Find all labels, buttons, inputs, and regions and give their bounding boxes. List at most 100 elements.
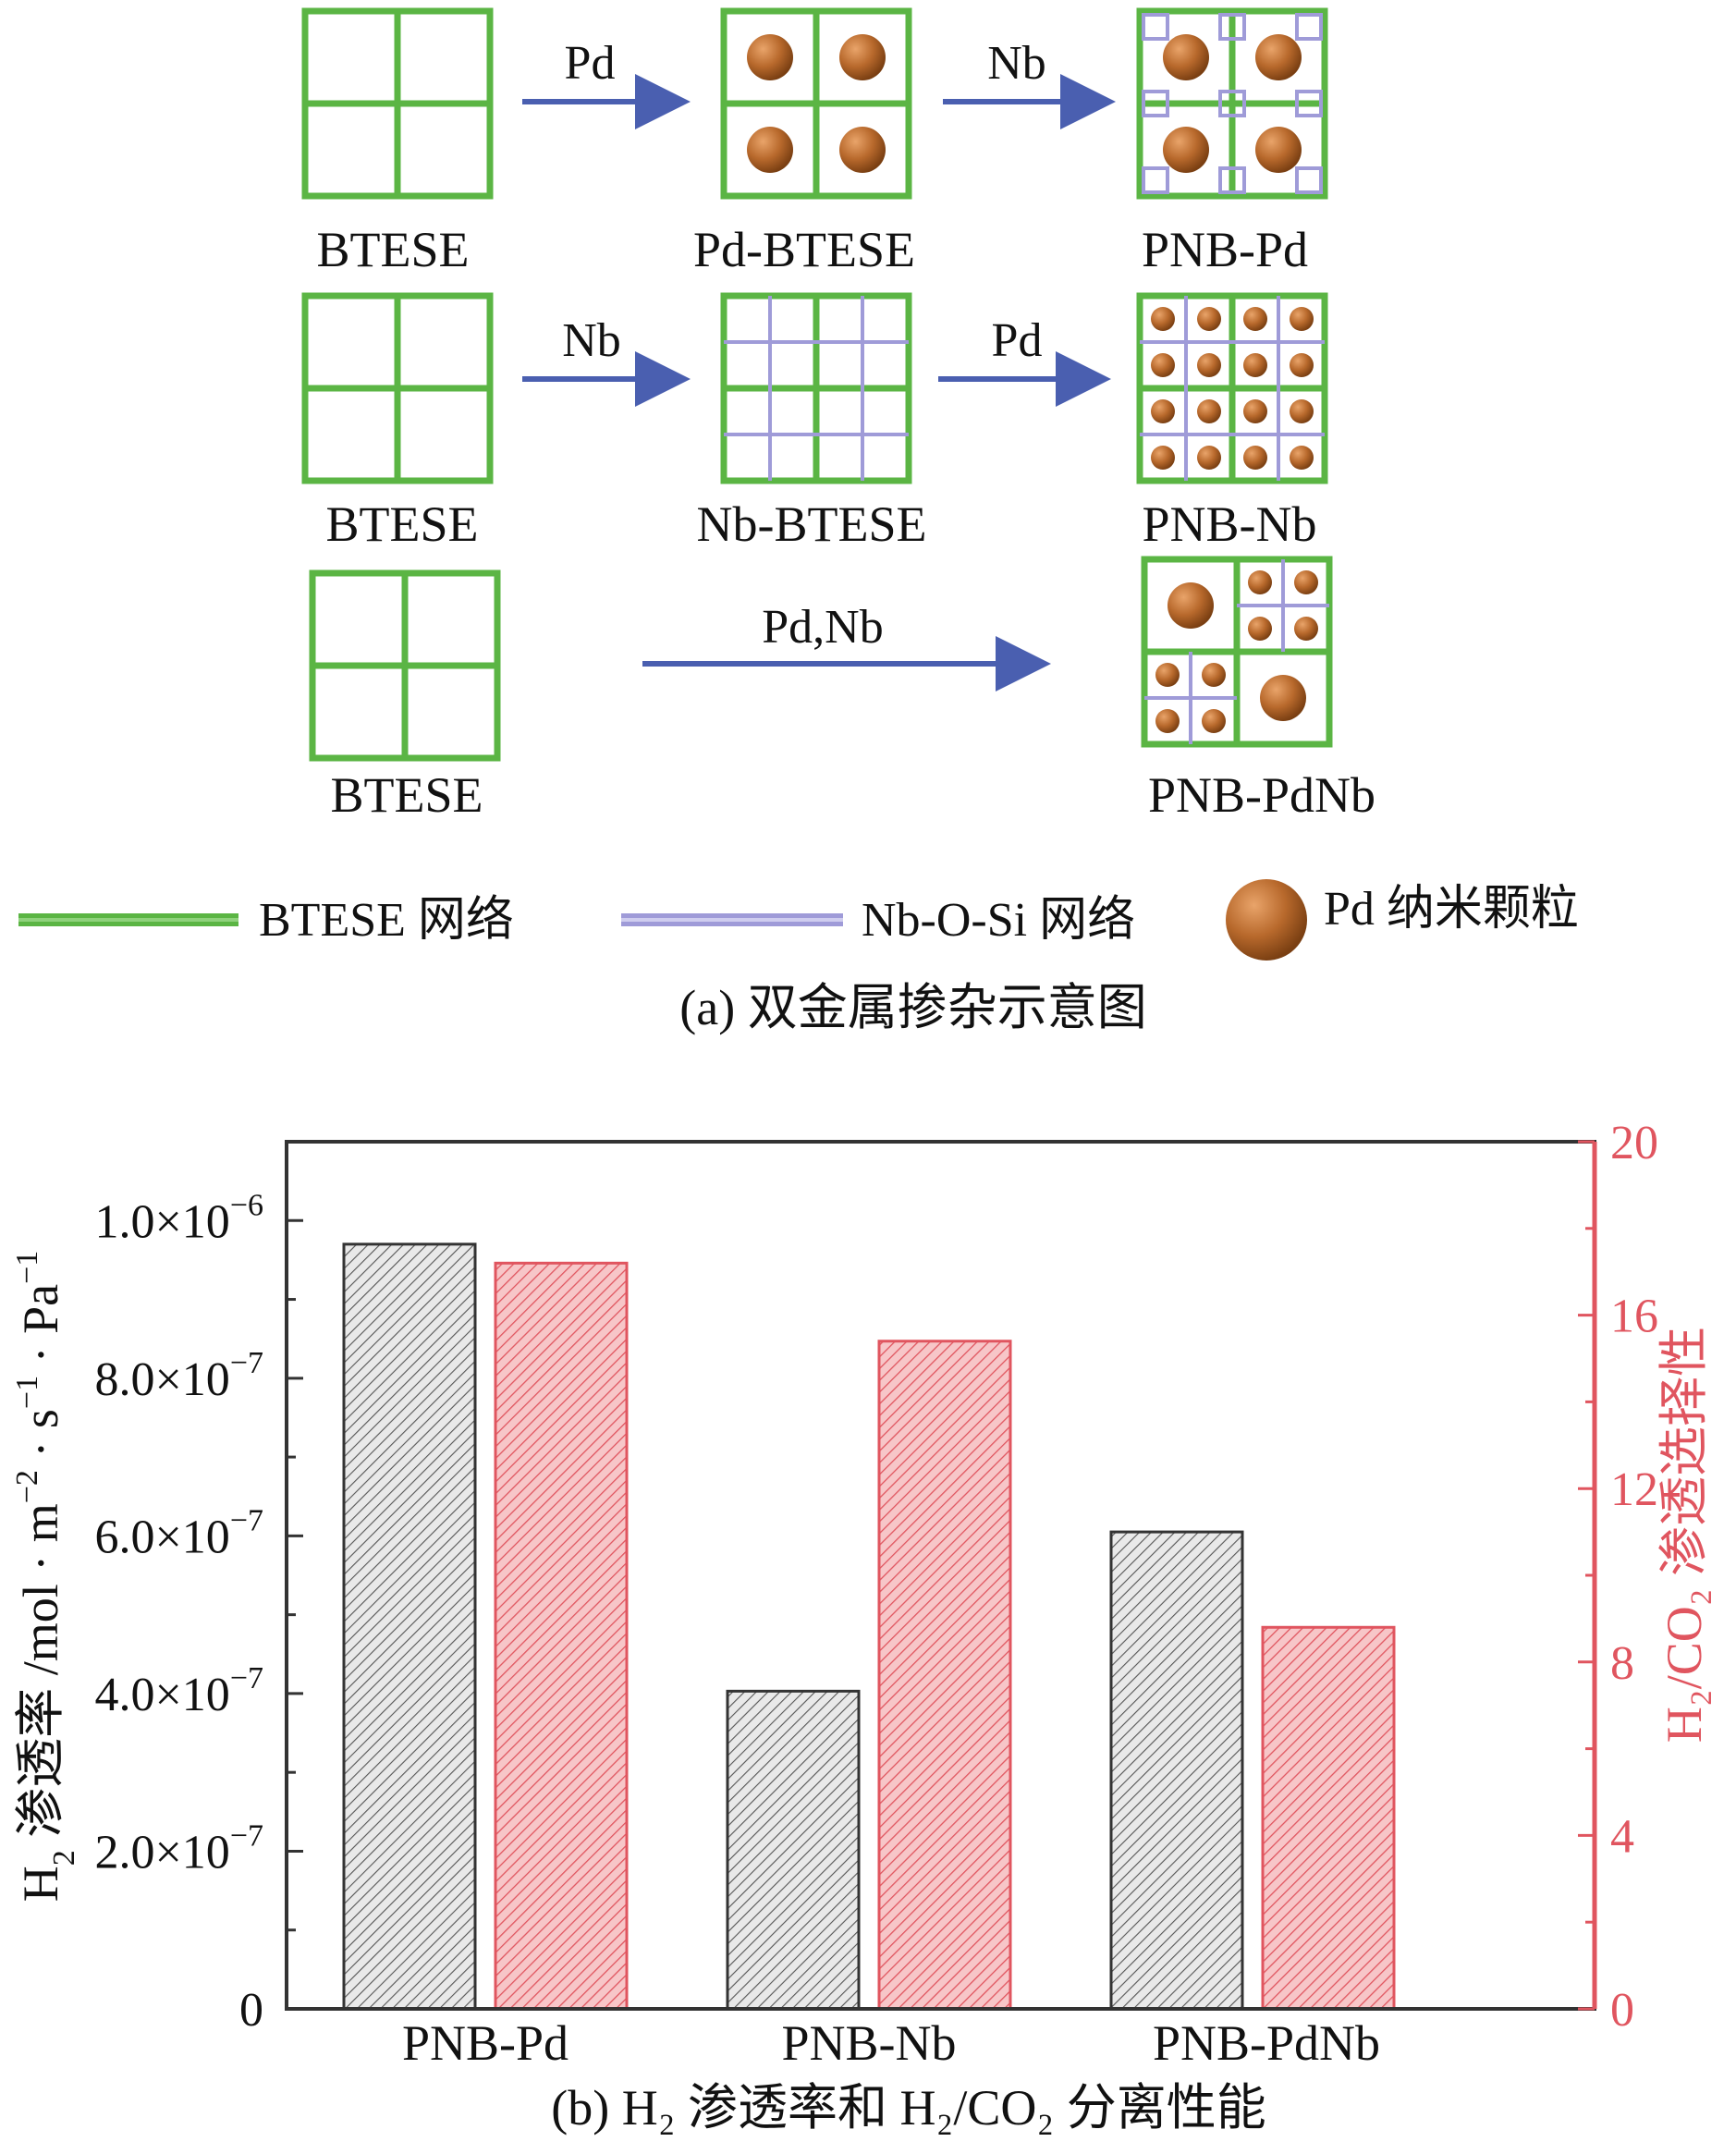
legend-pd-icon	[1226, 879, 1307, 961]
pd-particle	[1155, 663, 1180, 687]
pd-particle	[839, 34, 886, 80]
grid-btese-row3	[309, 569, 501, 762]
schematic-legend: BTESE 网络 Nb-O-Si 网络 Pd 纳米颗粒	[18, 879, 1579, 961]
pd-particle	[1248, 617, 1272, 641]
left-tick-label: 4.0×10−7	[94, 1661, 263, 1721]
grid-pd-btese	[720, 7, 912, 200]
x-tick-label: PNB-Nb	[781, 2015, 956, 2071]
x-tick-label: PNB-Pd	[402, 2015, 568, 2071]
grid-pnb-pd	[1136, 7, 1328, 200]
pd-particle	[1260, 675, 1306, 721]
pd-particle	[1202, 709, 1226, 733]
pd-particle	[1197, 353, 1221, 377]
pd-particle	[747, 34, 793, 80]
pd-particle	[747, 127, 793, 173]
left-tick-label: 2.0×10−7	[94, 1818, 263, 1879]
caption-a: (a) 双金属掺杂示意图	[679, 980, 1146, 1035]
right-tick-label: 16	[1610, 1291, 1658, 1343]
pd-particle	[1168, 582, 1214, 629]
x-tick-label: PNB-PdNb	[1153, 2015, 1380, 2071]
row1-end-label: PNB-Pd	[1142, 222, 1308, 277]
pd-particle	[1151, 353, 1175, 377]
bar-selectivity	[877, 1340, 1012, 2011]
pd-particle	[1294, 570, 1318, 594]
legend-nbosi-label: Nb-O-Si 网络	[862, 894, 1135, 947]
bar-h2-permeance	[726, 1689, 861, 2011]
bar-selectivity	[494, 1261, 629, 2011]
left-tick-label: 0	[239, 1984, 263, 2037]
nbosi-cell	[1142, 13, 1169, 41]
pd-particle	[1290, 353, 1314, 377]
right-tick-label: 0	[1610, 1984, 1634, 2037]
pd-particle	[1151, 307, 1175, 331]
right-axis-label: H₂/CO₂ 渗透选择性	[1657, 1327, 1712, 1743]
nbosi-cell	[1142, 90, 1169, 117]
pd-particle	[1151, 399, 1175, 423]
pd-particle	[1290, 399, 1314, 423]
pd-particle	[1155, 709, 1180, 733]
left-axis-ticks: 0 2.0×10−7 4.0×10−7 6.0×10−7 8.0×10−7 1.0×10−…	[94, 1188, 303, 2037]
pd-particle	[1163, 34, 1209, 80]
row3-end-label: PNB-PdNb	[1148, 767, 1375, 823]
nbosi-cell	[1218, 90, 1246, 117]
left-axis-label: H2 渗透率 /mol · m−2 · s−1 · Pa−1	[10, 1251, 81, 1903]
bar-h2-permeance	[1109, 1530, 1244, 2011]
pd-particle	[1197, 307, 1221, 331]
pd-particle	[1294, 617, 1318, 641]
row3-start-label: BTESE	[330, 767, 483, 823]
row2-end-label: PNB-Nb	[1142, 496, 1316, 552]
nbosi-cell	[1142, 166, 1169, 194]
row2-step1-label: Nb	[562, 314, 621, 367]
row1-step1-label: Pd	[565, 37, 616, 90]
bar-chart-panel: 0 2.0×10−7 4.0×10−7 6.0×10−7 8.0×10−7 1.0×10−…	[10, 1117, 1712, 2136]
pd-particle	[1248, 570, 1272, 594]
pd-particle	[1243, 307, 1267, 331]
left-tick-label: 6.0×10−7	[94, 1503, 263, 1563]
pd-particle	[1197, 446, 1221, 470]
row2-mid-label: Nb-BTESE	[697, 496, 927, 552]
pd-particle	[1151, 446, 1175, 470]
grid-pnb-pdnb	[1141, 556, 1333, 748]
pd-particle	[1290, 307, 1314, 331]
row2-step2-label: Pd	[992, 314, 1043, 367]
pd-particle	[1243, 399, 1267, 423]
legend-pd-label: Pd 纳米颗粒	[1324, 883, 1579, 936]
grid-pnb-nb	[1136, 292, 1328, 484]
pd-particle	[1163, 127, 1209, 173]
bar-selectivity	[1261, 1625, 1396, 2011]
pd-particle	[1255, 127, 1302, 173]
nbosi-cell	[1295, 166, 1323, 194]
pd-particle	[1243, 446, 1267, 470]
right-tick-label: 4	[1610, 1810, 1634, 1863]
pd-particle	[1243, 353, 1267, 377]
pd-particle	[1202, 663, 1226, 687]
right-axis-ticks: 0 4 8 12 16 20	[1578, 1117, 1658, 2037]
nbosi-cell	[1295, 90, 1323, 117]
right-tick-label: 8	[1610, 1637, 1634, 1690]
right-tick-label: 12	[1610, 1463, 1658, 1516]
nbosi-cell	[1218, 13, 1246, 41]
bar-h2-permeance	[342, 1242, 477, 2011]
grid-btese-row1	[301, 7, 494, 200]
row2-start-label: BTESE	[325, 496, 478, 552]
legend-btese-label: BTESE 网络	[259, 894, 514, 947]
row1-mid-label: Pd-BTESE	[693, 222, 915, 277]
caption-b: (b) H₂ 渗透率和 H₂/CO₂ 分离性能	[551, 2080, 1265, 2136]
pd-particle	[1197, 399, 1221, 423]
nbosi-cell	[1295, 13, 1323, 41]
grid-nb-btese	[720, 292, 912, 484]
left-tick-label: 8.0×10−7	[94, 1346, 263, 1406]
right-tick-label: 20	[1610, 1117, 1658, 1169]
x-axis-labels: PNB-Pd PNB-Nb PNB-PdNb	[402, 2015, 1380, 2071]
left-tick-label: 1.0×10−6	[94, 1188, 263, 1248]
pd-particle	[1255, 34, 1302, 80]
pd-particle	[1290, 446, 1314, 470]
grid-btese-row2	[301, 292, 494, 484]
pd-particle	[839, 127, 886, 173]
series-selectivity	[494, 1261, 1396, 2011]
nbosi-cell	[1218, 166, 1246, 194]
series-h2-permeance	[342, 1242, 1244, 2011]
row1-start-label: BTESE	[316, 222, 469, 277]
schematic-panel: Pd Nb BTESE Pd-BTESE PNB-Pd Nb Pd BTESE …	[18, 7, 1579, 1035]
